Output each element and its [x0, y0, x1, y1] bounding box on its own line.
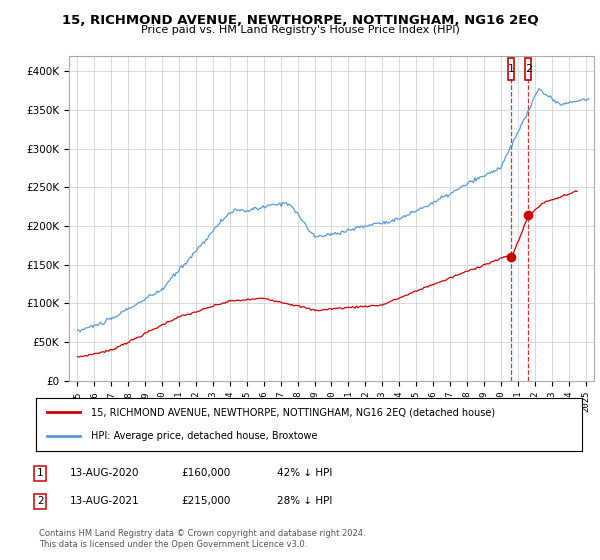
FancyBboxPatch shape [508, 58, 514, 80]
Text: 28% ↓ HPI: 28% ↓ HPI [277, 496, 332, 506]
Text: 2: 2 [37, 496, 44, 506]
Text: 1: 1 [508, 64, 515, 74]
Text: 2: 2 [524, 64, 532, 74]
Text: HPI: Average price, detached house, Broxtowe: HPI: Average price, detached house, Brox… [91, 431, 317, 441]
Text: 42% ↓ HPI: 42% ↓ HPI [277, 468, 332, 478]
Text: 1: 1 [37, 468, 44, 478]
FancyBboxPatch shape [525, 58, 531, 80]
Text: £215,000: £215,000 [181, 496, 230, 506]
Text: 15, RICHMOND AVENUE, NEWTHORPE, NOTTINGHAM, NG16 2EQ: 15, RICHMOND AVENUE, NEWTHORPE, NOTTINGH… [62, 14, 538, 27]
Text: 15, RICHMOND AVENUE, NEWTHORPE, NOTTINGHAM, NG16 2EQ (detached house): 15, RICHMOND AVENUE, NEWTHORPE, NOTTINGH… [91, 408, 495, 418]
Text: 13-AUG-2020: 13-AUG-2020 [70, 468, 140, 478]
Text: Contains HM Land Registry data © Crown copyright and database right 2024.
This d: Contains HM Land Registry data © Crown c… [39, 529, 365, 549]
Text: 13-AUG-2021: 13-AUG-2021 [70, 496, 140, 506]
Text: £160,000: £160,000 [181, 468, 230, 478]
Text: Price paid vs. HM Land Registry's House Price Index (HPI): Price paid vs. HM Land Registry's House … [140, 25, 460, 35]
Bar [511, 56, 528, 381]
